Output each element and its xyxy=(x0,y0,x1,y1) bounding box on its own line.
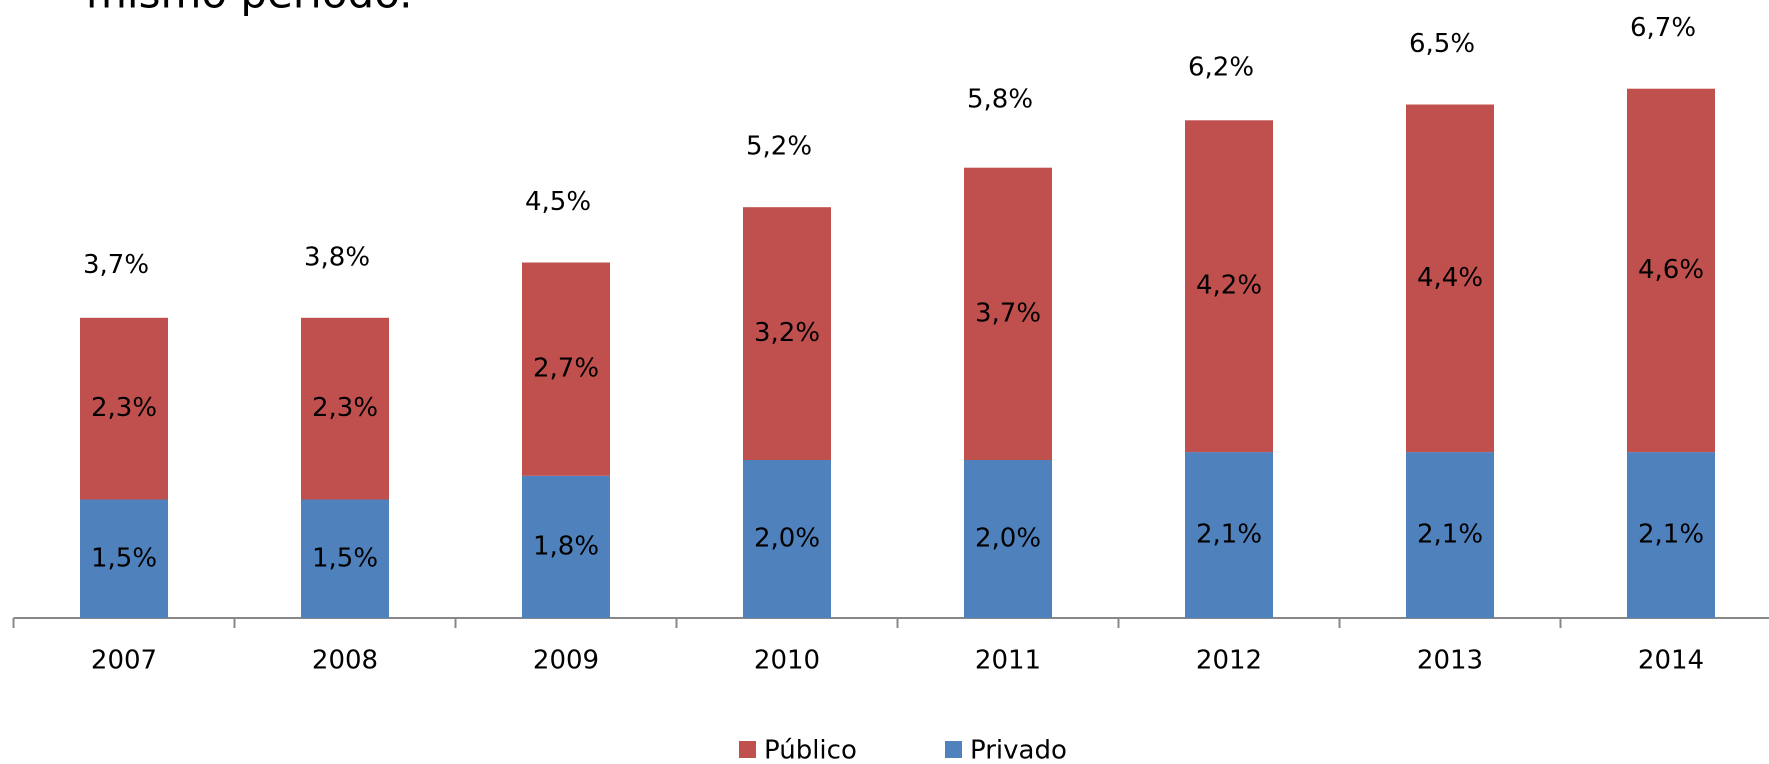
bar-segment xyxy=(80,499,168,618)
data-label: 2,0% xyxy=(754,524,820,554)
legend-swatch xyxy=(945,741,962,758)
total-label: 5,8% xyxy=(967,84,1033,114)
data-label: 2,1% xyxy=(1638,520,1704,550)
bar-segment xyxy=(80,317,168,500)
bar-segment xyxy=(1185,452,1273,618)
data-label: 2,1% xyxy=(1196,520,1262,550)
data-label: 2,3% xyxy=(312,393,378,423)
bar-segment xyxy=(522,262,610,476)
legend-swatch xyxy=(739,741,756,758)
bar-segment xyxy=(964,460,1052,618)
data-label: 2,7% xyxy=(533,354,599,384)
data-label: 2,3% xyxy=(91,393,157,423)
x-tick-label: 2014 xyxy=(1638,646,1704,676)
chart-title: mismo período. xyxy=(86,0,413,18)
bar-segment xyxy=(1185,120,1273,453)
x-tick-label: 2011 xyxy=(975,646,1041,676)
data-label: 1,5% xyxy=(312,543,378,573)
x-tick-label: 2008 xyxy=(312,646,378,676)
data-label: 1,8% xyxy=(533,531,599,561)
total-label: 6,5% xyxy=(1409,29,1475,59)
total-label: 6,2% xyxy=(1188,53,1254,83)
data-label: 3,2% xyxy=(754,318,820,348)
bar-segment xyxy=(964,167,1052,460)
bar-segment xyxy=(1406,452,1494,618)
legend-label: Privado xyxy=(970,736,1067,764)
x-tick-label: 2007 xyxy=(91,646,157,676)
data-label: 4,4% xyxy=(1417,263,1483,293)
x-tick-label: 2013 xyxy=(1417,646,1483,676)
legend-label: Público xyxy=(764,736,857,764)
total-label: 4,5% xyxy=(525,187,591,217)
data-label: 2,0% xyxy=(975,524,1041,554)
data-label: 4,6% xyxy=(1638,255,1704,285)
total-label: 6,7% xyxy=(1630,13,1696,43)
total-label: 3,7% xyxy=(83,250,149,280)
bar-segment xyxy=(1627,88,1715,453)
bar-segment xyxy=(743,460,831,618)
bar-segment xyxy=(1627,452,1715,618)
total-label: 3,8% xyxy=(304,242,370,272)
total-label: 5,2% xyxy=(746,132,812,162)
x-tick-label: 2012 xyxy=(1196,646,1262,676)
bar-segment xyxy=(522,475,610,618)
data-label: 1,5% xyxy=(91,543,157,573)
bar-segment xyxy=(743,207,831,460)
x-tick-label: 2010 xyxy=(754,646,820,676)
bar-segment xyxy=(1406,104,1494,453)
data-label: 2,1% xyxy=(1417,520,1483,550)
data-label: 3,7% xyxy=(975,298,1041,328)
x-tick-label: 2009 xyxy=(533,646,599,676)
data-label: 4,2% xyxy=(1196,271,1262,301)
bar-segment xyxy=(301,499,389,618)
bar-segment xyxy=(301,317,389,500)
